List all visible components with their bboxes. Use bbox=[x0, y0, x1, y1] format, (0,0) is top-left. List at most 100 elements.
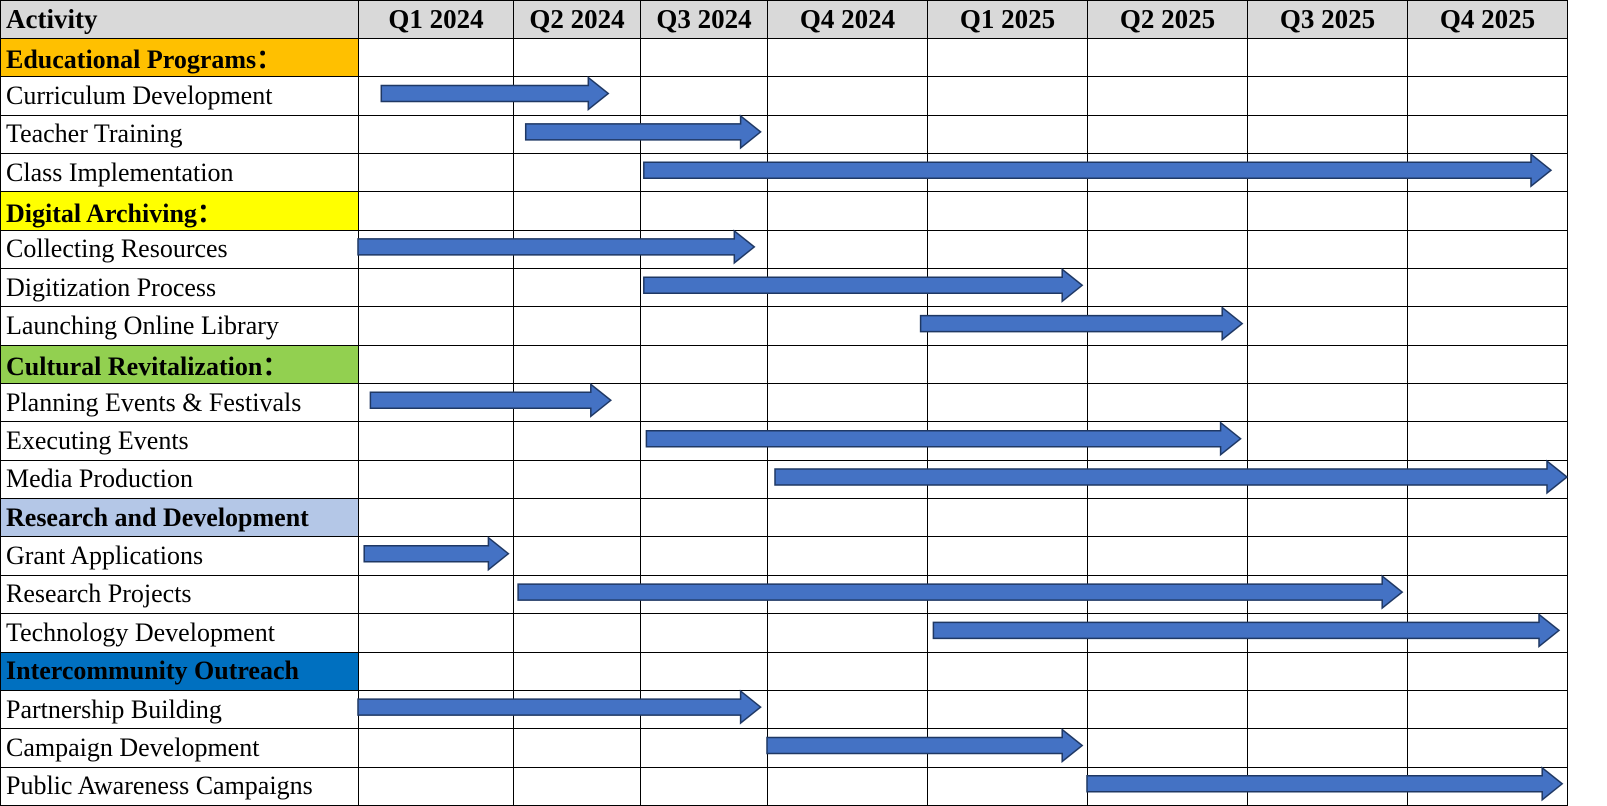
timeline-cell bbox=[1247, 536, 1408, 576]
gantt-grid: Activity Q1 2024 Q2 2024 Q3 2024 Q4 2024 Q1 2… bbox=[0, 0, 1568, 806]
task-label: Media Production bbox=[0, 459, 359, 500]
timeline-cell bbox=[1087, 766, 1248, 806]
timeline-cell bbox=[640, 191, 768, 231]
timeline-cell bbox=[767, 651, 928, 691]
task-row: Partnership Building bbox=[0, 689, 1568, 730]
timeline-cell bbox=[1407, 459, 1568, 500]
timeline-cell bbox=[640, 574, 768, 615]
task-label: Grant Applications bbox=[0, 536, 359, 576]
timeline-cell bbox=[927, 383, 1088, 423]
timeline-cell bbox=[640, 153, 768, 193]
timeline-cell bbox=[1407, 498, 1568, 538]
timeline-cell bbox=[1247, 766, 1408, 806]
timeline-cell bbox=[767, 459, 928, 500]
timeline-cell bbox=[767, 37, 928, 78]
task-label: Teacher Training bbox=[0, 114, 359, 155]
task-row: Grant Applications bbox=[0, 536, 1568, 576]
category-label: Intercommunity Outreach bbox=[0, 651, 359, 691]
timeline-cell bbox=[1087, 37, 1248, 78]
timeline-cell bbox=[1247, 114, 1408, 155]
timeline-cell bbox=[1087, 306, 1248, 346]
timeline-cell bbox=[358, 651, 514, 691]
timeline-cell bbox=[1087, 574, 1248, 615]
quarter-header: Q3 2025 bbox=[1247, 0, 1408, 39]
timeline-cell bbox=[1247, 498, 1408, 538]
timeline-cell bbox=[1407, 191, 1568, 231]
timeline-cell bbox=[927, 689, 1088, 730]
quarter-header: Q1 2024 bbox=[358, 0, 514, 39]
timeline-cell bbox=[1247, 229, 1408, 270]
timeline-cell bbox=[640, 37, 768, 78]
task-label: Digitization Process bbox=[0, 268, 359, 308]
timeline-cell bbox=[513, 613, 641, 653]
timeline-cell bbox=[1247, 383, 1408, 423]
timeline-cell bbox=[358, 229, 514, 270]
timeline-cell bbox=[1247, 268, 1408, 308]
timeline-cell bbox=[767, 344, 928, 385]
timeline-cell bbox=[767, 574, 928, 615]
task-row: Teacher Training bbox=[0, 114, 1568, 155]
timeline-cell bbox=[640, 383, 768, 423]
category-label: Research and Development bbox=[0, 498, 359, 538]
activity-header: Activity bbox=[0, 0, 359, 39]
timeline-cell bbox=[767, 421, 928, 461]
timeline-cell bbox=[358, 766, 514, 806]
timeline-cell bbox=[1247, 153, 1408, 193]
timeline-cell bbox=[1087, 613, 1248, 653]
timeline-cell bbox=[1407, 114, 1568, 155]
timeline-cell bbox=[1407, 728, 1568, 768]
timeline-cell bbox=[1087, 114, 1248, 155]
timeline-cell bbox=[358, 421, 514, 461]
task-label: Executing Events bbox=[0, 421, 359, 461]
timeline-cell bbox=[767, 76, 928, 116]
task-label: Class Implementation bbox=[0, 153, 359, 193]
timeline-cell bbox=[927, 153, 1088, 193]
timeline-cell bbox=[1247, 651, 1408, 691]
timeline-cell bbox=[1407, 766, 1568, 806]
timeline-cell bbox=[640, 536, 768, 576]
timeline-cell bbox=[358, 536, 514, 576]
timeline-cell bbox=[640, 229, 768, 270]
timeline-cell bbox=[927, 229, 1088, 270]
timeline-cell bbox=[358, 383, 514, 423]
timeline-cell bbox=[640, 728, 768, 768]
timeline-cell bbox=[640, 689, 768, 730]
timeline-cell bbox=[1247, 76, 1408, 116]
timeline-cell bbox=[358, 344, 514, 385]
timeline-cell bbox=[1407, 344, 1568, 385]
timeline-cell bbox=[927, 76, 1088, 116]
timeline-cell bbox=[358, 306, 514, 346]
timeline-cell bbox=[1407, 613, 1568, 653]
timeline-cell bbox=[1247, 459, 1408, 500]
task-label: Curriculum Development bbox=[0, 76, 359, 116]
timeline-cell bbox=[513, 459, 641, 500]
timeline-cell bbox=[640, 114, 768, 155]
timeline-cell bbox=[358, 613, 514, 653]
task-label: Launching Online Library bbox=[0, 306, 359, 346]
timeline-cell bbox=[513, 536, 641, 576]
timeline-cell bbox=[1087, 498, 1248, 538]
timeline-cell bbox=[640, 651, 768, 691]
task-label: Collecting Resources bbox=[0, 229, 359, 270]
timeline-cell bbox=[640, 76, 768, 116]
timeline-cell bbox=[927, 37, 1088, 78]
timeline-cell bbox=[767, 114, 928, 155]
timeline-cell bbox=[1087, 76, 1248, 116]
timeline-cell bbox=[767, 766, 928, 806]
timeline-cell bbox=[513, 574, 641, 615]
timeline-cell bbox=[1407, 689, 1568, 730]
category-row: Digital Archiving： bbox=[0, 191, 1568, 231]
timeline-cell bbox=[513, 37, 641, 78]
timeline-cell bbox=[640, 344, 768, 385]
timeline-cell bbox=[1247, 344, 1408, 385]
task-row: Research Projects bbox=[0, 574, 1568, 615]
timeline-cell bbox=[927, 613, 1088, 653]
timeline-cell bbox=[1247, 574, 1408, 615]
task-row: Launching Online Library bbox=[0, 306, 1568, 346]
timeline-cell bbox=[640, 459, 768, 500]
timeline-cell bbox=[1407, 229, 1568, 270]
timeline-cell bbox=[1087, 268, 1248, 308]
timeline-cell bbox=[513, 651, 641, 691]
timeline-cell bbox=[640, 498, 768, 538]
